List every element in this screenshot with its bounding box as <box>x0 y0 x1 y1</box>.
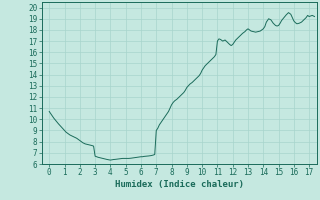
X-axis label: Humidex (Indice chaleur): Humidex (Indice chaleur) <box>115 180 244 189</box>
